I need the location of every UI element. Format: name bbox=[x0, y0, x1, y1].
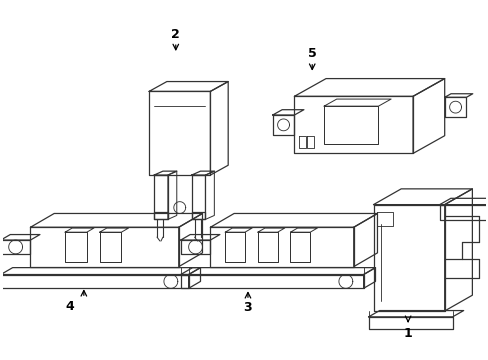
Text: 5: 5 bbox=[307, 48, 316, 60]
Text: 3: 3 bbox=[243, 301, 252, 315]
Text: 4: 4 bbox=[65, 300, 74, 312]
Text: 2: 2 bbox=[171, 28, 180, 41]
Text: 1: 1 bbox=[403, 327, 412, 340]
